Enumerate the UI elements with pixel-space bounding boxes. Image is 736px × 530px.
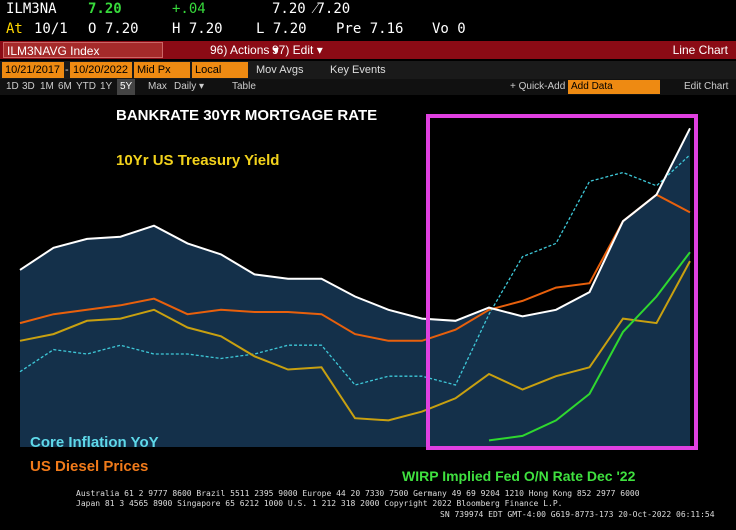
volume: Vo 0 (432, 21, 466, 37)
price-field[interactable]: Mid Px (134, 62, 190, 78)
quick-add-button[interactable]: + Quick-Add ▾ (510, 81, 574, 92)
control-bar: 10/21/2017 - 10/20/2022 Mid Px Local CCY… (0, 61, 736, 92)
date-separator: - (65, 64, 69, 76)
label-core-inflation: Core Inflation YoY (30, 434, 159, 451)
footer-line-2: Japan 81 3 4565 8900 Singapore 65 6212 1… (76, 499, 563, 508)
security-field[interactable]: ILM3NAVG Index (3, 42, 163, 58)
chart-marks (19, 127, 691, 447)
range-1y[interactable]: 1Y (100, 81, 113, 92)
at-date: 10/1 (34, 21, 68, 37)
actions-menu[interactable]: 96) Actions ▾ (210, 43, 279, 57)
pre-price: Pre 7.16 (336, 21, 404, 37)
series-mortgage-area (20, 128, 690, 447)
range-6m[interactable]: 6M (58, 81, 72, 92)
mov-avgs-button[interactable]: Mov Avgs (256, 64, 304, 76)
label-mortgage: BANKRATE 30YR MORTGAGE RATE (116, 107, 377, 124)
series-line-core-inflation (19, 154, 691, 386)
line-chart: BANKRATE 30YR MORTGAGE RATE 10Yr US Trea… (19, 107, 698, 484)
chart-area: BANKRATE 30YR MORTGAGE RATE 10Yr US Trea… (0, 95, 736, 488)
ticker: ILM3NA (6, 1, 57, 17)
add-data-field[interactable]: Add Data (568, 80, 660, 94)
range-ytd[interactable]: YTD (76, 81, 96, 92)
currency-field[interactable]: Local CCY (192, 62, 248, 92)
high-price: H 7.20 (172, 21, 223, 37)
at-label: At (6, 21, 23, 37)
chart-mode-label: Line Chart (672, 43, 728, 57)
series-line-mortgage (19, 127, 691, 322)
range-1d[interactable]: 1D (6, 81, 19, 92)
label-treasury: 10Yr US Treasury Yield (116, 152, 279, 169)
quote-line-1: ILM3NA 7.20 +.04 7.20 ⁄7.20 (0, 0, 736, 20)
last-price: 7.20 (88, 1, 122, 17)
title-bar: ILM3NAVG Index 96) Actions ▾ 97) Edit ▾ … (0, 41, 736, 59)
series-line-wirp (488, 251, 691, 442)
series-line-treasury (19, 260, 691, 422)
range-daily[interactable]: Daily ▾ (174, 81, 205, 92)
label-diesel: US Diesel Prices (30, 458, 148, 475)
range-3d[interactable]: 3D (22, 81, 35, 92)
range-bar: 1D 3D 1M 6M YTD 1Y 5Y Max Daily ▾ Table … (0, 79, 736, 95)
range-5y[interactable]: 5Y (117, 79, 136, 95)
open-price: O 7.20 (88, 21, 139, 37)
highlight-box (426, 114, 698, 450)
range-max[interactable]: Max (148, 81, 167, 92)
end-date-field[interactable]: 10/20/2022 (70, 62, 132, 78)
quote-line-2: At 10/1 O 7.20 H 7.20 L 7.20 Pre 7.16 Vo… (0, 20, 736, 40)
bid-ask: 7.20 ⁄7.20 (272, 1, 351, 17)
series-line-diesel (19, 193, 691, 342)
low-price: L 7.20 (256, 21, 307, 37)
key-events-button[interactable]: Key Events (330, 64, 386, 76)
table-button[interactable]: Table (232, 81, 256, 92)
price-change: +.04 (172, 1, 206, 17)
footer-line-3: SN 739974 EDT GMT-4:00 G619-8773-173 20-… (440, 510, 715, 519)
start-date-field[interactable]: 10/21/2017 (2, 62, 64, 78)
edit-menu[interactable]: 97) Edit ▾ (272, 43, 323, 57)
range-1m[interactable]: 1M (40, 81, 54, 92)
footer-line-1: Australia 61 2 9777 8600 Brazil 5511 239… (76, 489, 640, 498)
edit-chart-button[interactable]: Edit Chart (684, 81, 729, 92)
label-wirp: WIRP Implied Fed O/N Rate Dec '22 (402, 468, 636, 484)
footer: Australia 61 2 9777 8600 Brazil 5511 239… (0, 488, 736, 530)
